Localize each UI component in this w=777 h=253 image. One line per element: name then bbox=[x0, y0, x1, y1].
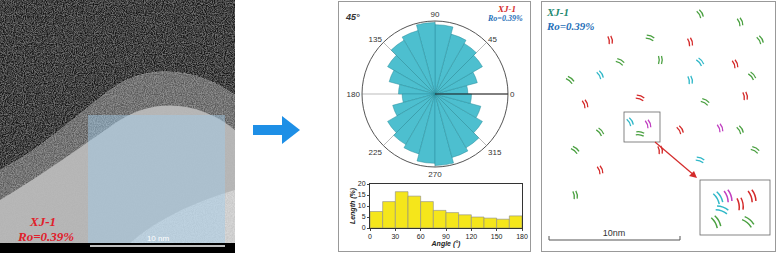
svg-text:XJ-1: XJ-1 bbox=[29, 214, 56, 229]
svg-text:20: 20 bbox=[358, 180, 366, 187]
svg-text:Angle (°): Angle (°) bbox=[431, 240, 462, 248]
svg-text:180: 180 bbox=[516, 233, 528, 240]
svg-text:Length (%): Length (%) bbox=[349, 187, 357, 224]
svg-text:135: 135 bbox=[369, 35, 383, 44]
svg-text:90: 90 bbox=[431, 10, 440, 19]
svg-text:10nm: 10nm bbox=[603, 228, 626, 238]
html-text:45°: 45° bbox=[346, 12, 360, 22]
svg-text:45: 45 bbox=[488, 35, 497, 44]
svg-text:30: 30 bbox=[391, 233, 399, 240]
svg-text:0: 0 bbox=[368, 233, 372, 240]
svg-text:15: 15 bbox=[358, 191, 366, 198]
html-text:Ro=0.39%: Ro=0.39% bbox=[488, 14, 523, 23]
html-text:XJ-1: XJ-1 bbox=[498, 4, 516, 14]
svg-text:120: 120 bbox=[465, 233, 477, 240]
svg-text:10 nm: 10 nm bbox=[147, 234, 170, 243]
svg-text:5: 5 bbox=[362, 213, 366, 220]
svg-text:270: 270 bbox=[428, 170, 442, 179]
svg-text:0: 0 bbox=[510, 90, 515, 99]
svg-text:XJ-1: XJ-1 bbox=[546, 6, 569, 18]
svg-text:150: 150 bbox=[491, 233, 503, 240]
svg-text:180: 180 bbox=[347, 90, 361, 99]
svg-text:Ro=0.39%: Ro=0.39% bbox=[546, 20, 595, 32]
svg-text:225: 225 bbox=[369, 148, 383, 157]
svg-text:10: 10 bbox=[358, 202, 366, 209]
svg-text:315: 315 bbox=[488, 148, 502, 157]
svg-text:Ro=0.39%: Ro=0.39% bbox=[17, 229, 74, 244]
svg-text:60: 60 bbox=[417, 233, 425, 240]
svg-text:0: 0 bbox=[362, 224, 366, 231]
svg-text:90: 90 bbox=[442, 233, 450, 240]
